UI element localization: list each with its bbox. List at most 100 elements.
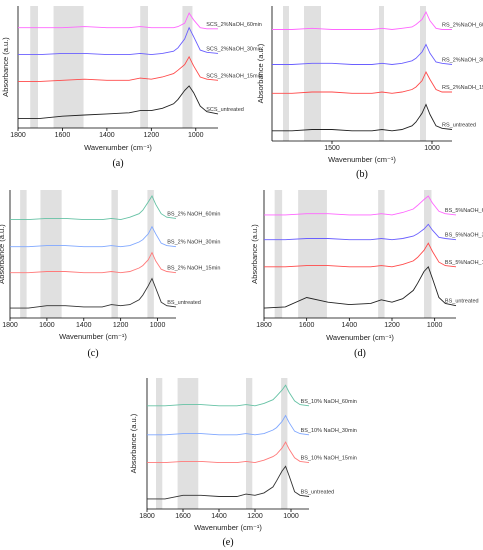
shaded-band bbox=[420, 6, 426, 141]
chart-panel: 1800 1600 1400 1200 1000 Wavenumber (cm⁻¹) Abs… bbox=[1, 6, 262, 169]
series-label: RS_2%NaOH_60min bbox=[442, 23, 483, 29]
series-label: SCS_2%NaOH_60min bbox=[206, 22, 262, 28]
panel-label: (e) bbox=[222, 537, 233, 548]
panel-label: (c) bbox=[87, 348, 98, 359]
shaded-band bbox=[379, 6, 384, 141]
series-line bbox=[272, 70, 452, 94]
x-tick-label: 1800 bbox=[10, 132, 26, 139]
x-tick-label: 1400 bbox=[211, 513, 227, 520]
series-label: BS_2% NaOH_30min bbox=[167, 240, 220, 246]
x-tick-label: 1800 bbox=[139, 513, 155, 520]
shaded-band bbox=[140, 6, 148, 128]
panel-label: (d) bbox=[354, 348, 366, 359]
series-line bbox=[147, 414, 310, 436]
series-line bbox=[272, 43, 453, 65]
x-tick-label: 1400 bbox=[342, 322, 358, 329]
shaded-band bbox=[40, 190, 62, 318]
x-axis-label: Wavenumber (cm⁻¹) bbox=[328, 155, 396, 164]
x-tick-label: 1600 bbox=[299, 322, 315, 329]
y-axis-label: Absorbance (a.u.) bbox=[256, 43, 265, 103]
shaded-band bbox=[156, 378, 163, 509]
x-tick-label: 1000 bbox=[283, 513, 299, 520]
series-label: BS_10% NaOH_30min bbox=[301, 428, 357, 434]
series-label: BS_untreated bbox=[167, 300, 201, 306]
series-line bbox=[264, 223, 457, 241]
x-tick-label: 1200 bbox=[113, 322, 129, 329]
series-line bbox=[10, 277, 177, 309]
x-tick-label: 1500 bbox=[324, 145, 340, 152]
x-tick-label: 1400 bbox=[99, 132, 115, 139]
chart-panel: 1500 1000 Wavenumber (cm⁻¹) Absorbance (a.u… bbox=[256, 6, 483, 180]
series-label: RS_untreated bbox=[442, 123, 476, 129]
shaded-band bbox=[283, 6, 289, 141]
series-label: SCS_untreated bbox=[206, 107, 244, 113]
x-tick-label: 1600 bbox=[55, 132, 71, 139]
y-axis-label: Absorbance (a.u.) bbox=[1, 37, 10, 97]
x-tick-label: 1000 bbox=[427, 322, 443, 329]
chart-panel: 1800 1600 1400 1200 1000 Wavenumber (cm⁻¹) Abs… bbox=[129, 378, 357, 548]
y-axis-label: Absorbance (a.u.) bbox=[129, 413, 138, 473]
series-label: BS_5%NaOH_60min bbox=[445, 208, 483, 214]
series-label: RS_2%NaOH_30min bbox=[442, 58, 483, 64]
shaded-band bbox=[182, 6, 193, 128]
shaded-band bbox=[111, 190, 118, 318]
panel-label: (b) bbox=[356, 169, 368, 180]
chart-panel: 1800 1600 1400 1200 1000 Wavenumber (cm⁻¹) Abs… bbox=[0, 190, 220, 359]
shaded-band bbox=[53, 6, 84, 128]
series-line bbox=[264, 195, 457, 216]
x-axis-label: Wavenumber (cm⁻¹) bbox=[59, 332, 127, 341]
chart-panel: 1800 1600 1400 1200 1000 Wavenumber (cm⁻¹) Abs… bbox=[250, 190, 483, 359]
series-line bbox=[263, 265, 457, 309]
series-line bbox=[147, 384, 310, 407]
panel-label: (a) bbox=[112, 158, 123, 169]
x-tick-label: 1000 bbox=[150, 322, 166, 329]
series-line bbox=[10, 195, 177, 221]
shaded-band bbox=[177, 378, 199, 509]
series-line bbox=[10, 251, 177, 274]
series-label: BS_2% NaOH_15min bbox=[167, 266, 220, 272]
shaded-band bbox=[20, 190, 27, 318]
x-tick-label: 1000 bbox=[424, 145, 440, 152]
shaded-band bbox=[298, 190, 327, 318]
shaded-band bbox=[378, 190, 385, 318]
x-tick-label: 1000 bbox=[188, 132, 204, 139]
series-label: BS_2% NaOH_60min bbox=[167, 211, 220, 217]
series-label: SCS_2%NaOH_30min bbox=[206, 46, 262, 52]
series-line bbox=[10, 225, 177, 248]
shaded-band bbox=[274, 190, 283, 318]
series-label: BS_5%NaOH_30min bbox=[445, 233, 483, 239]
series-line bbox=[18, 26, 219, 56]
shaded-band bbox=[304, 6, 321, 141]
series-line bbox=[18, 85, 219, 119]
x-tick-label: 1800 bbox=[256, 322, 272, 329]
x-tick-label: 1800 bbox=[2, 322, 18, 329]
x-tick-label: 1200 bbox=[384, 322, 400, 329]
series-line bbox=[18, 55, 219, 82]
shaded-band bbox=[147, 190, 154, 318]
series-label: BS_5%NaOH_15min bbox=[445, 260, 483, 266]
x-axis-label: Wavenumber (cm⁻¹) bbox=[326, 333, 394, 342]
series-line bbox=[264, 242, 457, 268]
x-tick-label: 1600 bbox=[39, 322, 55, 329]
y-axis-label: Absorbance (a.u.) bbox=[0, 224, 6, 284]
shaded-band bbox=[424, 190, 432, 318]
series-line bbox=[272, 103, 453, 132]
x-tick-label: 1200 bbox=[247, 513, 263, 520]
y-axis-label: Absorbance (a.u.) bbox=[250, 224, 259, 284]
shaded-band bbox=[30, 6, 38, 128]
series-line bbox=[147, 441, 310, 464]
series-line bbox=[147, 465, 310, 500]
shaded-band bbox=[246, 378, 253, 509]
x-axis-label: Wavenumber (cm⁻¹) bbox=[194, 523, 262, 532]
x-tick-label: 1200 bbox=[144, 132, 160, 139]
series-label: BS_untreated bbox=[301, 490, 335, 496]
series-label: SCS_2%NaOH_15min bbox=[206, 73, 262, 79]
series-label: RS_2%NaOH_15min bbox=[442, 85, 483, 91]
series-label: BS_10% NaOH_15min bbox=[301, 456, 357, 462]
series-line bbox=[18, 12, 218, 30]
series-label: BS_untreated bbox=[445, 299, 479, 305]
x-tick-label: 1400 bbox=[76, 322, 92, 329]
x-axis-label: Wavenumber (cm⁻¹) bbox=[84, 143, 152, 152]
series-label: BS_10% NaOH_60min bbox=[301, 399, 357, 405]
